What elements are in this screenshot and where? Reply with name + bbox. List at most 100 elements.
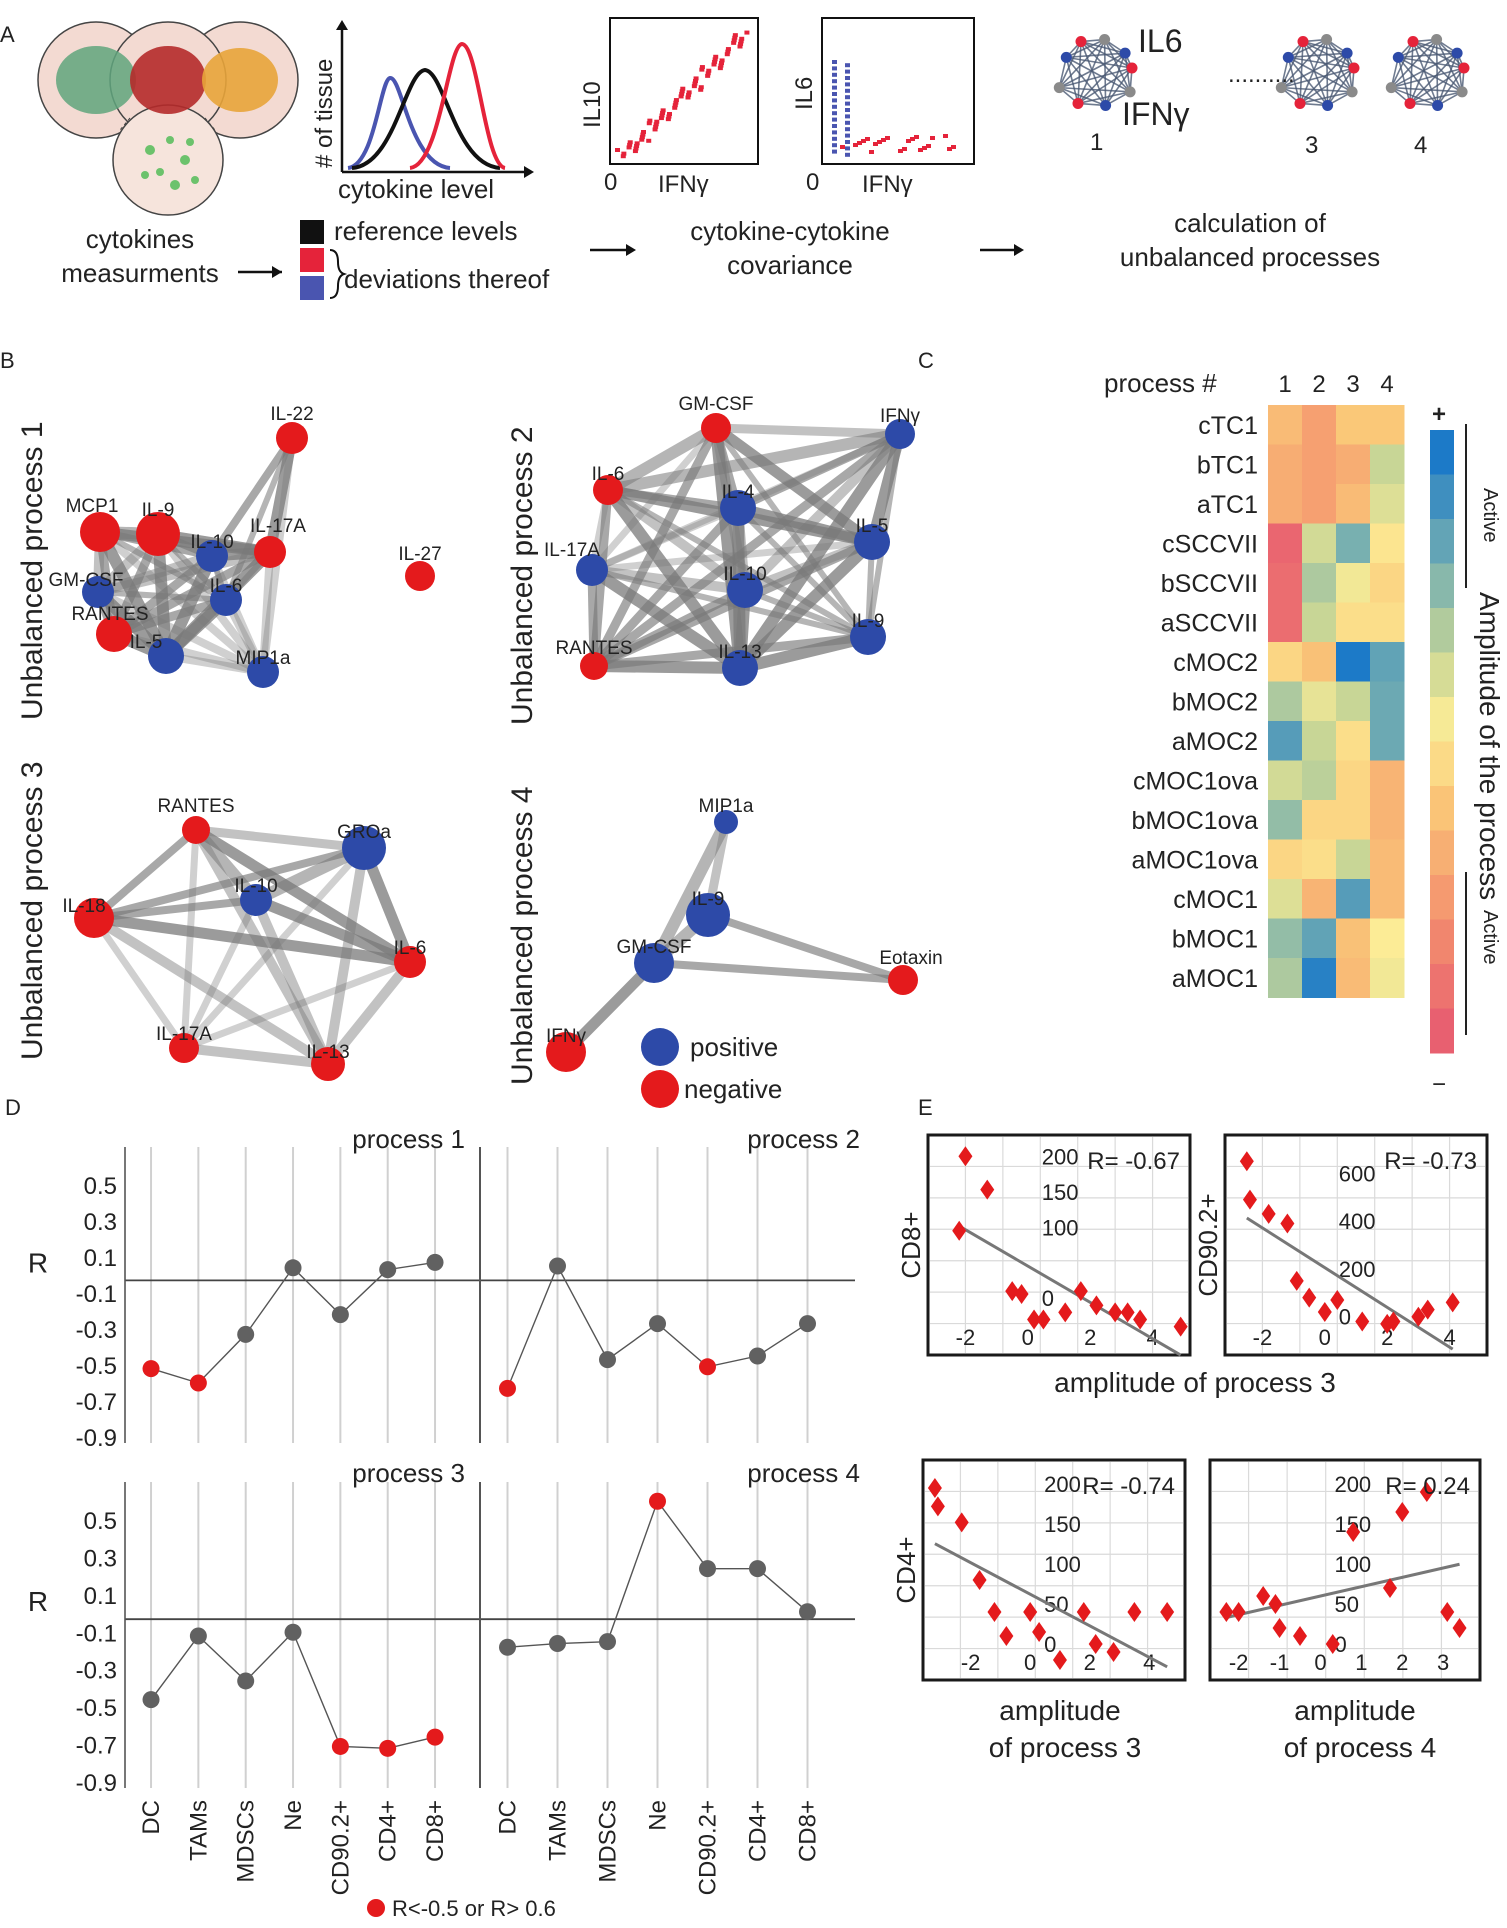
mini-node — [1321, 34, 1333, 46]
mini-edge — [1287, 56, 1329, 106]
y-tick-label: -0.3 — [76, 1317, 117, 1344]
cov1-point — [679, 89, 685, 94]
network-edge — [589, 429, 905, 671]
heatmap-cell — [1370, 918, 1405, 959]
mini-node — [1282, 51, 1294, 63]
heatmap-cell — [1268, 879, 1303, 919]
node-mip1a — [247, 656, 279, 688]
colorbar-step — [1430, 563, 1454, 609]
data-point — [1032, 1622, 1047, 1642]
cov-plot-2: IL6 0 IFNγ — [791, 17, 975, 198]
network-edge — [180, 896, 260, 1052]
mini-edge — [1409, 52, 1458, 104]
cov2-point-blue — [845, 120, 850, 125]
mini-edge — [1397, 56, 1463, 93]
node-label: IL-27 — [398, 544, 441, 565]
heatmap-cell — [1302, 405, 1337, 445]
x-tick-label: MDSCs — [595, 1800, 622, 1883]
cov1-point — [620, 154, 626, 159]
distribution-plot: # of tissue cytokine level — [311, 20, 534, 204]
cov2-point-blue — [832, 72, 837, 77]
node-il-17a — [169, 1033, 199, 1063]
data-point — [699, 1358, 716, 1376]
cov1-point — [639, 135, 645, 140]
y-tick-label: 150 — [1044, 1512, 1081, 1537]
network-edge — [603, 485, 750, 595]
y-tick-label: -0.5 — [76, 1353, 117, 1380]
y-tick-label: 0 — [1042, 1286, 1054, 1311]
net-num-1: 1 — [1090, 129, 1103, 156]
cov1-point — [712, 59, 718, 64]
node-label: IL-18 — [62, 896, 105, 917]
node-label: GM-CSF — [49, 570, 124, 591]
heatmap-cell — [1370, 879, 1405, 919]
cov2-point-blue — [845, 140, 850, 144]
node-label: IL-22 — [270, 404, 313, 425]
cov2-point-blue — [832, 136, 837, 141]
cov1-point — [646, 138, 652, 143]
process-title-1: Unbalanced process 1 — [16, 421, 49, 720]
cov2-point-blue — [832, 60, 837, 64]
mini-node — [1099, 34, 1111, 46]
node-label: RANTES — [71, 604, 148, 625]
black-curve — [351, 67, 501, 170]
x-tick-label: DC — [495, 1800, 522, 1835]
node-label: RANTES — [157, 796, 234, 817]
data-point — [1089, 1295, 1104, 1316]
colorbar-step — [1430, 964, 1454, 1009]
network-edge — [250, 894, 416, 968]
heatmap-cell — [1370, 444, 1405, 485]
regression-line — [958, 1224, 1182, 1357]
heatmap-cell — [1336, 602, 1371, 643]
node-il-6 — [210, 584, 242, 616]
cov1-point — [693, 76, 699, 81]
cov1-point — [719, 58, 725, 63]
cov2-point-blue — [845, 95, 850, 100]
cov1-point — [732, 33, 738, 38]
process-title: process 3 — [352, 1458, 465, 1488]
data-point — [1108, 1302, 1123, 1323]
network-edge — [589, 585, 750, 671]
cov2-point-blue — [832, 130, 837, 135]
scatter-frame — [921, 1458, 1187, 1682]
heatmap-cell — [1302, 918, 1337, 959]
node-il-4 — [720, 490, 756, 526]
mini-node — [1119, 47, 1131, 59]
mini-node — [1341, 47, 1353, 59]
mini-edge — [1288, 52, 1348, 59]
data-point — [1395, 1502, 1410, 1522]
legend-negative-dot — [641, 1070, 679, 1108]
node-label: IL-4 — [722, 482, 755, 503]
cov1-point — [660, 108, 666, 113]
cov2-point-red — [926, 144, 931, 148]
heatmap-row-label: cSCCVII — [1162, 530, 1258, 558]
data-point — [1231, 1602, 1246, 1622]
mini-node — [1100, 99, 1112, 111]
heatmap-row-label: cTC1 — [1198, 412, 1258, 440]
mini-node — [1451, 47, 1463, 59]
heatmap-cell — [1302, 444, 1337, 485]
cov1-point — [705, 71, 711, 76]
mini-edge — [1281, 86, 1353, 93]
cov2-point-blue — [845, 82, 850, 87]
data-point — [1452, 1618, 1467, 1638]
data-point — [1440, 1602, 1455, 1622]
panel-label-a: A — [0, 22, 15, 47]
legend-swatch-black — [300, 220, 324, 244]
data-point — [1106, 1642, 1121, 1662]
mini-edge — [1077, 41, 1082, 104]
y-tick-label: 100 — [1334, 1552, 1371, 1577]
mini-node — [1431, 34, 1443, 46]
process-title-3: Unbalanced process 3 — [16, 761, 49, 1060]
node-label: GM-CSF — [617, 937, 692, 958]
cov1-point — [654, 119, 660, 124]
y-tick-label: 150 — [1042, 1180, 1079, 1205]
node-il-27 — [405, 561, 435, 591]
data-point — [331, 1306, 349, 1324]
network-edge — [208, 434, 296, 560]
network-edge — [587, 565, 599, 671]
cov1-point — [672, 103, 678, 108]
x-tick-label: CD90.2+ — [327, 1800, 354, 1895]
cov1-point — [640, 132, 646, 137]
active-label-top: Active — [1479, 488, 1501, 542]
